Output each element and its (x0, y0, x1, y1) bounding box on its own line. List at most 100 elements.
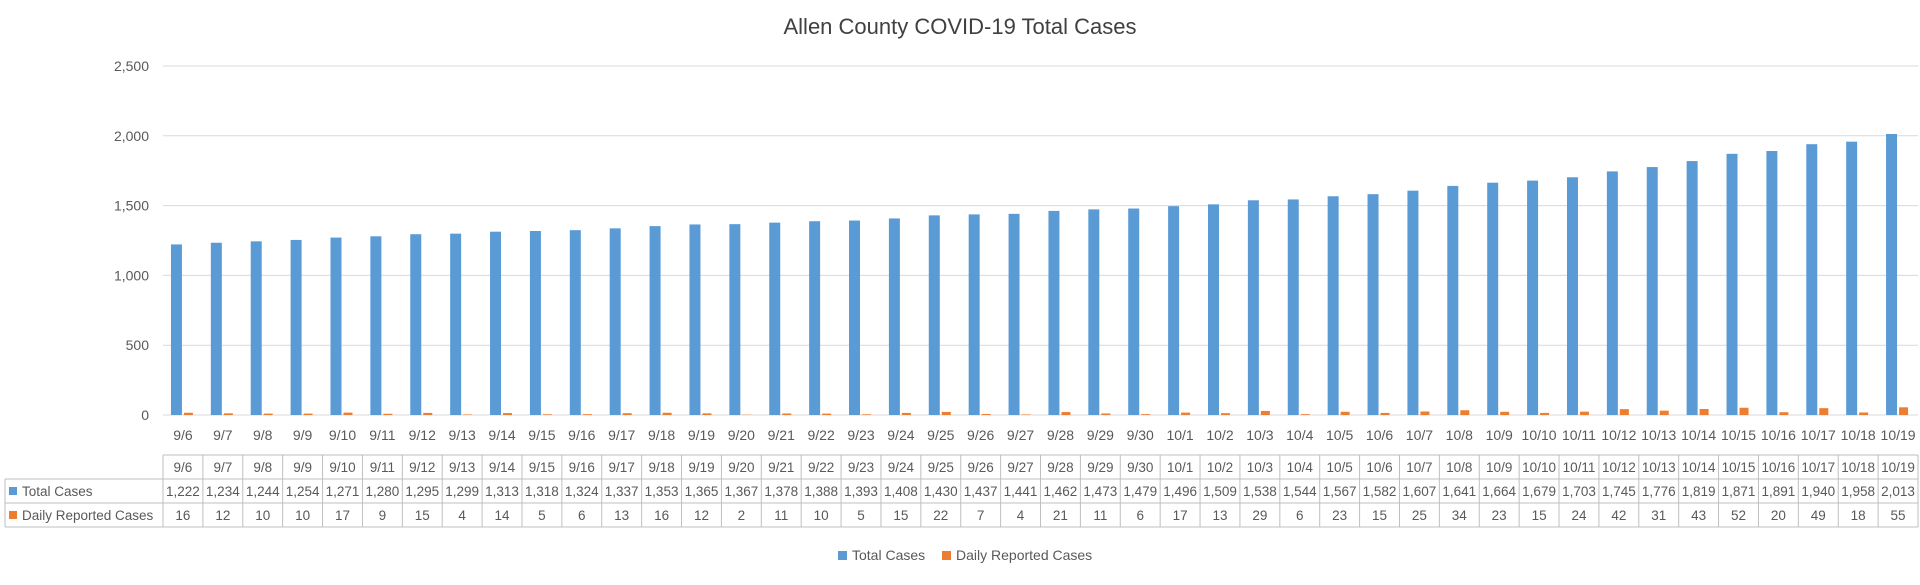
table-value-cell: 1,891 (1761, 484, 1795, 499)
table-header-cell: 9/12 (409, 460, 435, 475)
bar-total-cases (849, 220, 861, 415)
table-header-cell: 9/24 (888, 460, 915, 475)
bar-daily-reported-cases (1260, 410, 1270, 415)
table-value-cell: 20 (1771, 508, 1786, 523)
bar-total-cases (1287, 199, 1299, 415)
x-tick-label: 9/8 (253, 427, 273, 443)
x-tick-label: 9/7 (213, 427, 233, 443)
table-value-cell: 1,437 (964, 484, 998, 499)
table-row-label: Total Cases (22, 484, 93, 499)
table-value-cell: 1,538 (1243, 484, 1277, 499)
x-tick-label: 10/15 (1721, 427, 1756, 443)
table-value-cell: 15 (415, 508, 430, 523)
x-tick-label: 9/15 (528, 427, 555, 443)
bar-total-cases (410, 234, 422, 415)
table-value-cell: 17 (1173, 508, 1188, 523)
y-tick-label: 1,000 (114, 267, 149, 283)
bar-total-cases (1846, 141, 1858, 415)
table-value-cell: 2 (738, 508, 746, 523)
bar-total-cases (1646, 167, 1658, 415)
x-tick-label: 9/20 (728, 427, 755, 443)
table-header-cell: 9/16 (569, 460, 595, 475)
bar-total-cases (689, 224, 701, 415)
table-value-cell: 13 (614, 508, 629, 523)
x-tick-label: 9/13 (449, 427, 476, 443)
table-header-cell: 10/8 (1446, 460, 1472, 475)
table-value-cell: 1,408 (884, 484, 918, 499)
table-header-cell: 10/17 (1801, 460, 1835, 475)
bar-daily-reported-cases (183, 412, 193, 415)
table-header-cell: 9/28 (1047, 460, 1073, 475)
table-value-cell: 9 (379, 508, 387, 523)
table-value-cell: 1,509 (1203, 484, 1237, 499)
table-header-cell: 9/13 (449, 460, 475, 475)
table-header-cell: 10/18 (1841, 460, 1875, 475)
table-header-cell: 10/13 (1642, 460, 1676, 475)
table-value-cell: 10 (255, 508, 270, 523)
table-value-cell: 24 (1571, 508, 1587, 523)
table-row-label: Daily Reported Cases (22, 508, 154, 523)
x-tick-label: 9/17 (608, 427, 635, 443)
table-value-cell: 4 (1017, 508, 1025, 523)
table-value-cell: 23 (1332, 508, 1347, 523)
table-value-cell: 1,318 (525, 484, 559, 499)
table-header-cell: 9/9 (293, 460, 312, 475)
x-tick-label: 10/12 (1601, 427, 1636, 443)
table-value-cell: 10 (814, 508, 829, 523)
table-legend-key (9, 511, 17, 519)
x-tick-label: 10/17 (1801, 427, 1836, 443)
x-tick-label: 9/16 (568, 427, 595, 443)
bar-total-cases (1487, 182, 1499, 415)
bar-total-cases (1527, 180, 1539, 415)
table-value-cell: 1,567 (1323, 484, 1357, 499)
table-value-cell: 1,254 (286, 484, 320, 499)
bar-daily-reported-cases (1220, 413, 1230, 415)
bar-total-cases (928, 215, 940, 415)
bar-daily-reported-cases (782, 413, 792, 415)
table-header-cell: 9/27 (1007, 460, 1033, 475)
bar-daily-reported-cases (981, 414, 991, 415)
x-tick-label: 10/11 (1562, 427, 1596, 443)
legend-label: Daily Reported Cases (956, 547, 1092, 563)
bar-daily-reported-cases (622, 413, 632, 415)
table-header-cell: 10/16 (1761, 460, 1795, 475)
table-value-cell: 1,679 (1522, 484, 1556, 499)
x-tick-label: 9/10 (329, 427, 356, 443)
table-value-cell: 1,958 (1841, 484, 1875, 499)
x-tick-label: 9/22 (808, 427, 835, 443)
table-value-cell: 21 (1053, 508, 1068, 523)
table-value-cell: 15 (1532, 508, 1547, 523)
x-tick-label: 9/21 (768, 427, 795, 443)
table-value-cell: 1,295 (405, 484, 439, 499)
table-value-cell: 1,462 (1044, 484, 1078, 499)
table-value-cell: 11 (1093, 508, 1107, 523)
table-header-cell: 9/7 (213, 460, 232, 475)
x-tick-label: 10/5 (1326, 427, 1353, 443)
x-tick-label: 9/24 (887, 427, 914, 443)
bar-total-cases (1367, 194, 1379, 415)
table-header-cell: 10/7 (1406, 460, 1432, 475)
bar-total-cases (1686, 161, 1698, 415)
table-legend-key (9, 487, 17, 495)
table-header-cell: 10/15 (1722, 460, 1756, 475)
table-value-cell: 14 (495, 508, 511, 523)
table-value-cell: 16 (654, 508, 669, 523)
x-tick-label: 10/10 (1522, 427, 1557, 443)
table-value-cell: 42 (1611, 508, 1626, 523)
table-header-cell: 10/10 (1522, 460, 1556, 475)
bar-daily-reported-cases (303, 413, 313, 415)
bar-daily-reported-cases (1859, 412, 1869, 415)
table-value-cell: 1,234 (206, 484, 240, 499)
table-value-cell: 43 (1691, 508, 1706, 523)
table-value-cell: 11 (774, 508, 788, 523)
legend-key (838, 551, 847, 560)
bar-total-cases (1407, 190, 1419, 415)
table-value-cell: 12 (215, 508, 230, 523)
bar-daily-reported-cases (1659, 410, 1669, 415)
table-value-cell: 5 (538, 508, 546, 523)
bar-total-cases (490, 231, 502, 415)
bar-daily-reported-cases (1500, 411, 1510, 415)
table-header-cell: 9/26 (968, 460, 994, 475)
x-tick-label: 10/2 (1206, 427, 1233, 443)
table-value-cell: 25 (1412, 508, 1427, 523)
